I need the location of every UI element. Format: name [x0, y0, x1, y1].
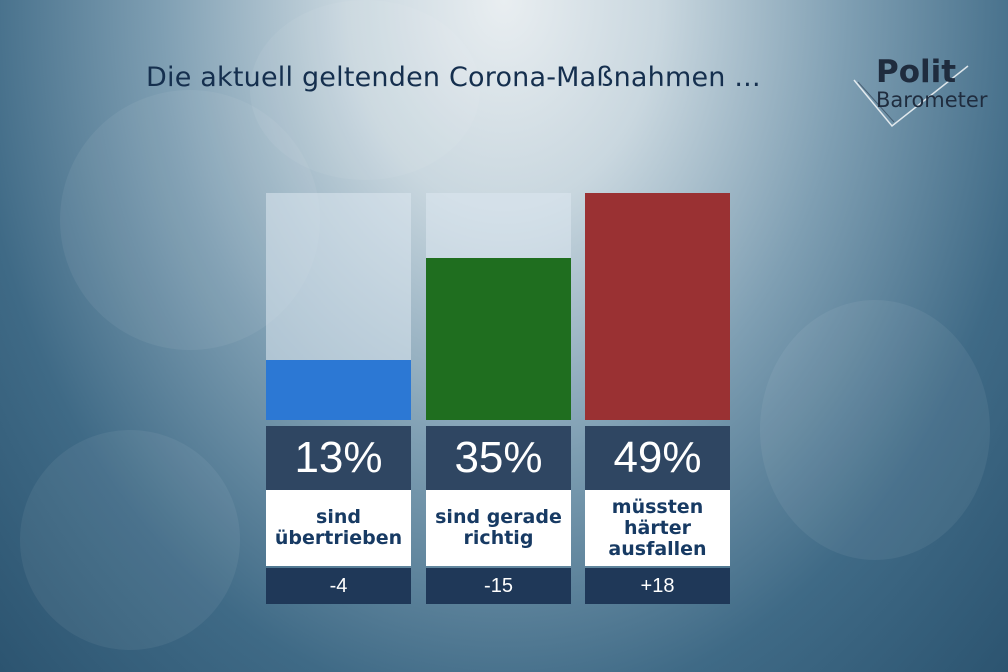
bar-track	[585, 193, 730, 420]
bar	[585, 193, 730, 420]
logo-polit-text: Polit	[876, 54, 957, 90]
value-label: 49%	[585, 426, 730, 490]
politbarometer-logo: Polit Barometer	[850, 52, 1000, 132]
change-label: -15	[426, 568, 571, 604]
background-virus-shape	[250, 0, 480, 180]
bar	[266, 360, 411, 420]
category-label: müssten härter ausfallen	[585, 490, 730, 566]
change-label: -4	[266, 568, 411, 604]
category-label: sind übertrieben	[266, 490, 411, 566]
bar-track	[426, 193, 571, 420]
chart-title: Die aktuell geltenden Corona-Maßnahmen .…	[146, 62, 761, 93]
bar	[426, 258, 571, 420]
logo-barometer-text: Barometer	[876, 88, 988, 112]
category-label: sind gerade richtig	[426, 490, 571, 566]
change-label: +18	[585, 568, 730, 604]
value-label: 13%	[266, 426, 411, 490]
bar-track	[266, 193, 411, 420]
background-virus-shape	[760, 300, 990, 560]
logo-checkmark-icon	[853, 65, 969, 128]
background-virus-shape	[20, 430, 240, 650]
value-label: 35%	[426, 426, 571, 490]
